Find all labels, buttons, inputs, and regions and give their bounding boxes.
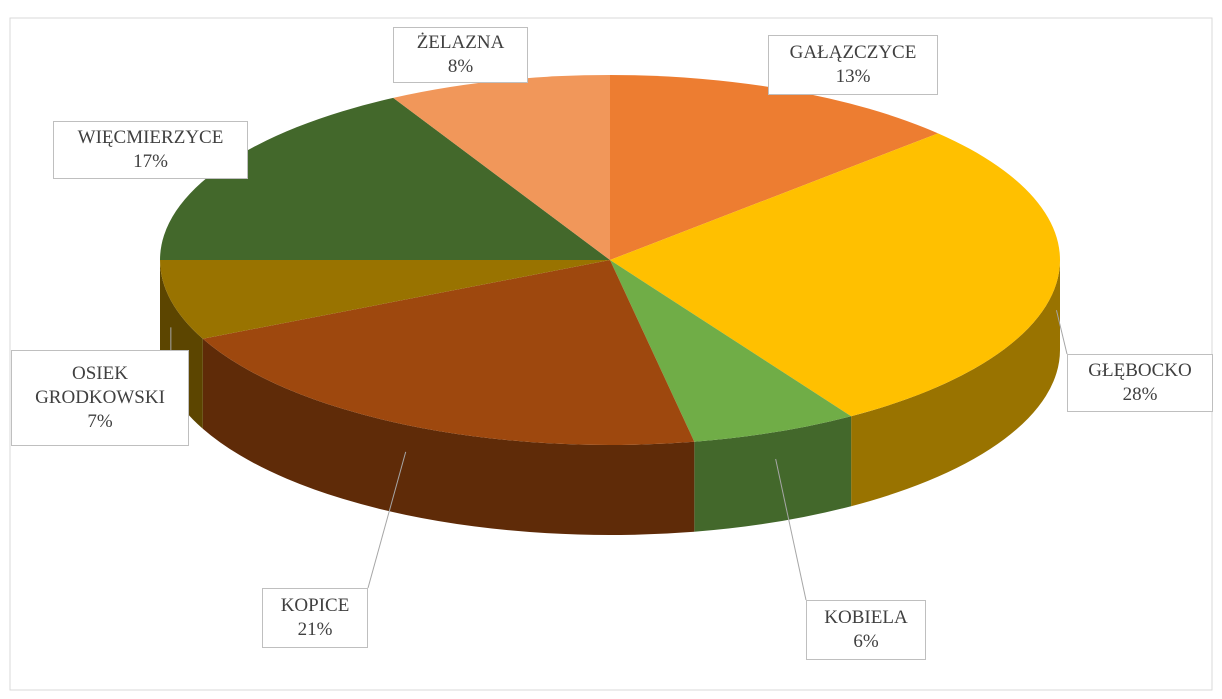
data-label: WIĘCMIERZYCE 17% [53, 121, 248, 179]
slice [202, 260, 695, 445]
label-name: ŻELAZNA [416, 32, 505, 53]
data-label: GŁĘBOCKO 28% [1067, 354, 1213, 412]
label-value: 7% [87, 411, 113, 432]
slice-side [694, 416, 852, 532]
label-value: 8% [447, 56, 474, 77]
label-value: 6% [853, 631, 879, 652]
label-value: 21% [297, 619, 333, 640]
data-label: GAŁĄZCZYCE 13% [768, 35, 938, 95]
slice-side [202, 338, 695, 535]
slice [160, 260, 610, 339]
slice [160, 97, 610, 260]
slice [393, 75, 610, 260]
data-label: ŻELAZNA 8% [393, 27, 528, 83]
label-name: GŁĘBOCKO [1088, 360, 1192, 381]
label-name: GAŁĄZCZYCE [789, 42, 917, 63]
label-value: 28% [1122, 384, 1158, 405]
label-name: KOBIELA [824, 607, 908, 628]
label-value: 17% [133, 151, 168, 172]
leader-line [1055, 310, 1068, 355]
data-label: OSIEK GRODKOWSKI 7% [11, 350, 189, 446]
slice [610, 133, 1060, 417]
slice-side [851, 260, 1060, 507]
label-name: WIĘCMIERZYCE [77, 127, 224, 148]
slice [610, 75, 939, 260]
leader-line [367, 451, 407, 589]
leader-line [775, 458, 807, 601]
label-value: 13% [835, 66, 871, 87]
slice [610, 260, 852, 442]
data-label: KOBIELA 6% [806, 600, 926, 660]
label-name: KOPICE [280, 595, 350, 616]
label-name: OSIEK GRODKOWSKI [35, 363, 165, 408]
data-label: KOPICE 21% [262, 588, 368, 648]
